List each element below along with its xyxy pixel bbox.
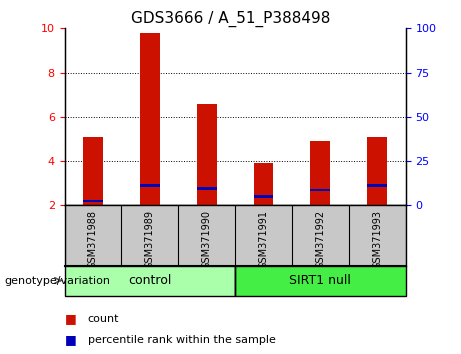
Bar [197,104,217,205]
Text: GDS3666 / A_51_P388498: GDS3666 / A_51_P388498 [131,11,330,27]
Text: genotype/variation: genotype/variation [5,275,111,286]
Bar [367,184,387,187]
Bar [254,195,273,198]
Text: ■: ■ [65,333,76,346]
Bar [367,137,387,205]
Text: GSM371989: GSM371989 [145,210,155,269]
Text: count: count [88,314,119,324]
Bar [140,184,160,187]
Text: ■: ■ [65,312,76,325]
Text: GSM371992: GSM371992 [315,210,325,269]
Bar [197,187,217,190]
Bar [310,141,331,205]
Text: GSM371988: GSM371988 [88,210,98,269]
Bar [140,33,160,205]
Bar [83,200,103,202]
Bar [235,266,406,296]
Text: GSM371993: GSM371993 [372,210,382,269]
Text: control: control [128,274,171,287]
Text: SIRT1 null: SIRT1 null [290,274,351,287]
Text: percentile rank within the sample: percentile rank within the sample [88,335,276,345]
Bar [310,188,331,191]
Bar [254,163,273,205]
Text: GSM371990: GSM371990 [201,210,212,269]
Bar [83,137,103,205]
Text: GSM371991: GSM371991 [259,210,269,269]
Bar [65,266,235,296]
